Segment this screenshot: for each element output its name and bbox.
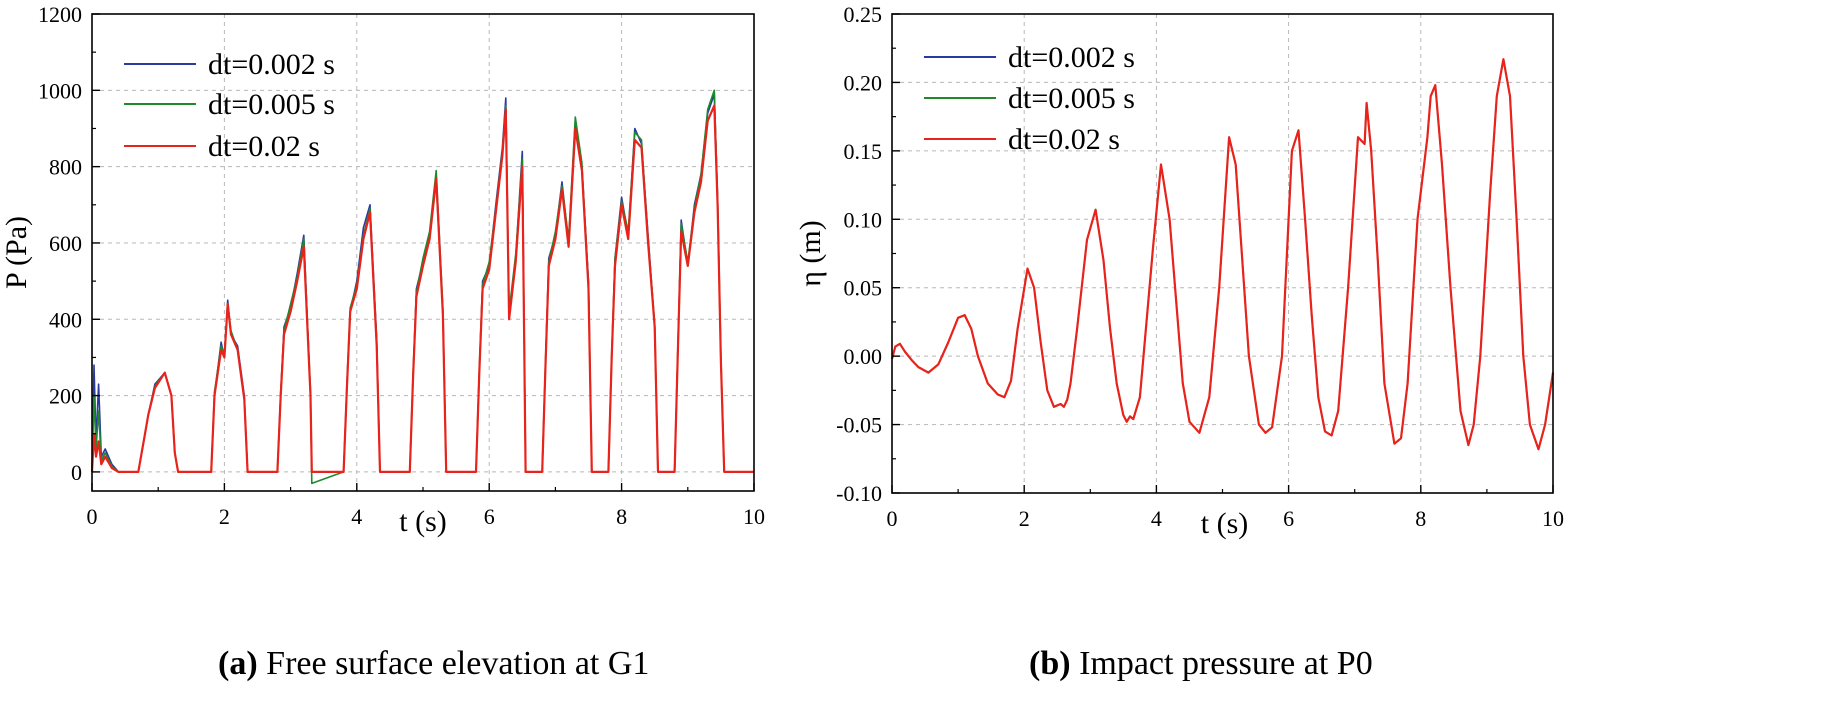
gridlines: [892, 14, 1553, 493]
y-tick-label: 200: [49, 384, 82, 409]
chart-panel-a: 0 2 4 6 8 10 0 200 400 600 800 1000 1200 t (s) P (Pa) d…: [0, 2, 765, 538]
caption-a-text: Free surface elevation at G1: [266, 645, 650, 682]
legend-label-2: dt=0.005 s: [1008, 82, 1135, 115]
legend-label-1: dt=0.002 s: [208, 48, 335, 81]
x-tick-label: 8: [616, 504, 627, 529]
y-tick-label: 0.20: [844, 70, 883, 95]
caption-a: (a) Free surface elevation at G1: [218, 645, 649, 683]
legend-label-2: dt=0.005 s: [208, 88, 335, 121]
x-tick-label: 6: [1283, 506, 1294, 531]
y-tick-label: 0.15: [844, 139, 883, 164]
x-tick-label: 2: [219, 504, 230, 529]
y-tick-label: 800: [49, 155, 82, 180]
legend: dt=0.002 s dt=0.005 s dt=0.02 s: [924, 41, 1135, 156]
y-tick-label: 0.25: [844, 2, 883, 27]
x-axis-label: t (s): [399, 505, 447, 538]
caption-b-text: Impact pressure at P0: [1079, 645, 1373, 682]
y-tick-label: 0.05: [844, 276, 883, 301]
x-tick-label: 4: [1151, 506, 1162, 531]
caption-b: (b) Impact pressure at P0: [1029, 645, 1373, 683]
y-tick-label: 600: [49, 231, 82, 256]
y-tick-label: -0.05: [836, 413, 882, 438]
series-line-3: [890, 58, 1555, 451]
x-tick-label: 8: [1415, 506, 1426, 531]
y-axis-label: P (Pa): [0, 216, 33, 289]
x-tick-label: 10: [743, 504, 765, 529]
legend: dt=0.002 s dt=0.005 s dt=0.02 s: [124, 48, 335, 163]
x-tick-label: 0: [87, 504, 98, 529]
y-tick-label: 0.10: [844, 207, 883, 232]
caption-b-label: (b): [1029, 645, 1071, 682]
gridlines: [92, 14, 754, 491]
y-tick-label: 400: [49, 307, 82, 332]
chart-panel-b: 0 2 4 6 8 10 -0.10 -0.05 0.00 0.05 0.10 0.15 0.20 0.2…: [794, 2, 1564, 540]
legend-label-3: dt=0.02 s: [1008, 123, 1120, 156]
legend-label-1: dt=0.002 s: [1008, 41, 1135, 74]
plot-frame: [91, 13, 755, 492]
legend-label-3: dt=0.02 s: [208, 130, 320, 163]
y-tick-label: 1200: [38, 2, 82, 27]
x-tick-label: 6: [484, 504, 495, 529]
x-tick-label: 2: [1019, 506, 1030, 531]
y-axis-label: η (m): [794, 220, 827, 287]
y-tick-label: 0: [71, 460, 82, 485]
x-tick-label: 0: [887, 506, 898, 531]
x-tick-label: 10: [1542, 506, 1564, 531]
series-line-3: [90, 104, 754, 473]
series-line-1: [91, 93, 754, 473]
series-line-2: [91, 89, 754, 485]
y-tick-label: 1000: [38, 78, 82, 103]
y-tick-label: 0.00: [844, 344, 883, 369]
x-axis-label: t (s): [1201, 507, 1249, 540]
caption-a-label: (a): [218, 645, 258, 682]
y-tick-label: -0.10: [836, 481, 882, 506]
x-tick-label: 4: [351, 504, 362, 529]
